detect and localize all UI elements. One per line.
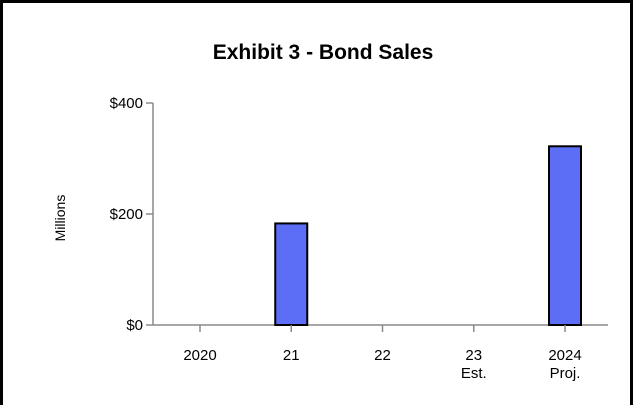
bond-sales-chart: Exhibit 3 - Bond Sales Millions $0 $200 $4…: [52, 41, 608, 382]
x-tick-label: 23: [465, 347, 482, 364]
y-tick-label: $200: [110, 206, 143, 223]
x-tick-label: Proj.: [550, 365, 581, 382]
x-tick-label: 2020: [183, 347, 216, 364]
bar: [274, 222, 309, 326]
y-ticks: $0 $200 $400: [110, 95, 153, 334]
y-tick-label: $400: [110, 95, 143, 112]
bars: [274, 145, 582, 326]
x-tick-label: 22: [374, 347, 391, 364]
x-tick-label: 2024: [548, 347, 581, 364]
axes: [152, 103, 608, 326]
y-tick-label: $0: [126, 317, 143, 334]
x-tick-label: 21: [283, 347, 300, 364]
chart-title: Exhibit 3 - Bond Sales: [213, 41, 434, 64]
bar: [548, 145, 582, 326]
x-tick-label: Est.: [461, 365, 487, 382]
y-axis-label: Millions: [52, 195, 68, 242]
